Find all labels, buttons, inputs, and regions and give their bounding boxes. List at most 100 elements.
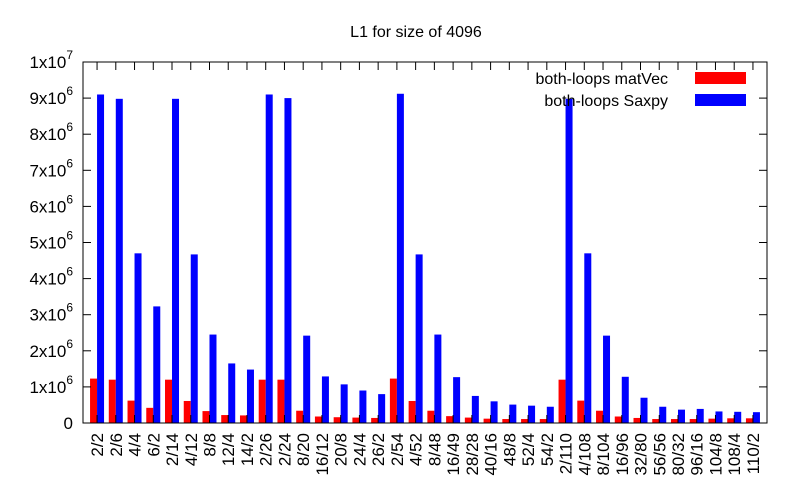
x-tick-label: 16/12 [313,433,332,476]
bar-saxpy-26 [584,253,592,423]
x-tick-label: 8/20 [294,433,313,466]
bar-saxpy-18 [434,334,442,423]
y-tick-label: 6x106 [29,192,73,216]
bar-saxpy-27 [603,335,611,423]
x-tick-label: 6/2 [144,433,163,457]
x-tick-label: 12/4 [219,433,238,466]
bar-saxpy-20 [471,395,479,423]
bar-matvec-3 [146,407,154,423]
y-tick-label: 8x106 [29,120,73,144]
bar-matvec-17 [408,400,416,423]
x-tick-label: 8/8 [200,433,219,457]
bar-matvec-30 [652,419,660,423]
x-tick-label: 8/104 [594,433,613,476]
bar-saxpy-6 [209,334,217,423]
bar-saxpy-2 [134,253,142,423]
x-tick-label: 48/8 [500,433,519,466]
bar-matvec-26 [577,400,585,423]
x-tick-label: 16/49 [444,433,463,476]
bar-matvec-4 [165,379,173,423]
x-axis: 2/2 2/6 4/4 6/2 2/14 4/12 8/8 12/4 14/2 2/26 2/24 8… [88,62,763,476]
bar-matvec-22 [502,419,510,423]
bar-matvec-23 [521,419,529,423]
bar-saxpy-35 [752,412,760,423]
legend-swatch [695,72,746,84]
bar-saxpy-21 [490,401,498,423]
x-tick-label: 108/4 [725,433,744,476]
bar-saxpy-8 [246,369,254,423]
bar-matvec-0 [90,378,98,423]
y-tick-label: 0 [64,414,73,433]
bar-matvec-35 [745,418,753,423]
bar-saxpy-5 [190,254,198,423]
x-tick-label: 4/52 [407,433,426,466]
bar-saxpy-17 [415,254,423,423]
bar-saxpy-29 [640,397,648,423]
plot-frame [82,61,768,424]
y-tick-label: 1x106 [29,373,73,397]
bar-matvec-10 [277,379,285,423]
y-tick-label: 1x107 [29,48,73,72]
bar-saxpy-25 [565,98,573,423]
x-tick-label: 80/32 [669,433,688,476]
bar-matvec-1 [108,379,116,423]
bar-saxpy-15 [378,394,386,423]
bar-saxpy-10 [284,98,292,423]
bar-saxpy-11 [303,335,311,423]
y-axis: 0 1x106 2x106 3x106 4x106 5x106 6x106 7x106 8x10… [29,48,767,433]
x-tick-label: 16/96 [613,433,632,476]
x-tick-label: 2/110 [557,433,576,474]
y-tick-label: 9x106 [29,84,73,108]
x-tick-label: 54/2 [538,433,557,466]
bar-saxpy-28 [621,376,629,423]
x-tick-label: 40/16 [482,433,501,476]
bar-saxpy-1 [115,98,123,423]
x-tick-label: 4/108 [575,433,594,476]
legend-label: both-loops Saxpy [544,93,668,110]
bar-matvec-7 [221,415,229,423]
bar-saxpy-7 [228,363,236,423]
x-tick-label: 2/24 [275,433,294,466]
bar-matvec-2 [127,400,135,423]
y-tick-label: 2x106 [29,337,73,361]
x-tick-label: 4/12 [182,433,201,466]
x-tick-label: 14/2 [238,433,257,466]
x-tick-label: 2/6 [107,433,126,457]
bar-matvec-33 [708,418,716,423]
bar-saxpy-16 [396,93,404,424]
bar-matvec-27 [596,410,604,423]
bar-matvec-32 [689,419,697,423]
x-tick-label: 2/26 [257,433,276,466]
bar-matvec-25 [558,379,566,423]
legend-label: both-loops matVec [535,71,668,88]
x-tick-label: 2/2 [88,433,107,457]
x-tick-label: 110/2 [744,433,763,474]
x-tick-label: 32/80 [632,433,651,476]
x-tick-label: 2/14 [163,433,182,466]
bar-saxpy-3 [153,306,161,423]
bar-matvec-15 [371,417,379,423]
y-tick-label: 3x106 [29,301,73,325]
chart-title: L1 for size of 4096 [350,24,482,41]
bar-matvec-6 [202,411,210,423]
bar-matvec-14 [352,417,360,423]
bar-matvec-31 [670,419,678,423]
bar-matvec-5 [183,400,191,423]
x-tick-label: 20/8 [332,433,351,466]
bar-matvec-13 [333,417,341,423]
bar-saxpy-12 [321,376,329,423]
bar-saxpy-31 [677,409,685,423]
bar-matvec-19 [446,416,454,423]
bar-saxpy-24 [546,406,554,423]
bar-saxpy-9 [265,94,273,424]
bar-saxpy-30 [659,406,667,423]
bar-matvec-18 [427,410,435,423]
bar-matvec-24 [539,419,547,423]
x-tick-label: 2/54 [388,433,407,466]
bar-matvec-8 [239,415,247,423]
x-tick-label: 8/48 [425,433,444,466]
y-tick-label: 7x106 [29,156,73,180]
bar-matvec-9 [258,379,266,423]
x-tick-label: 104/8 [706,433,725,476]
